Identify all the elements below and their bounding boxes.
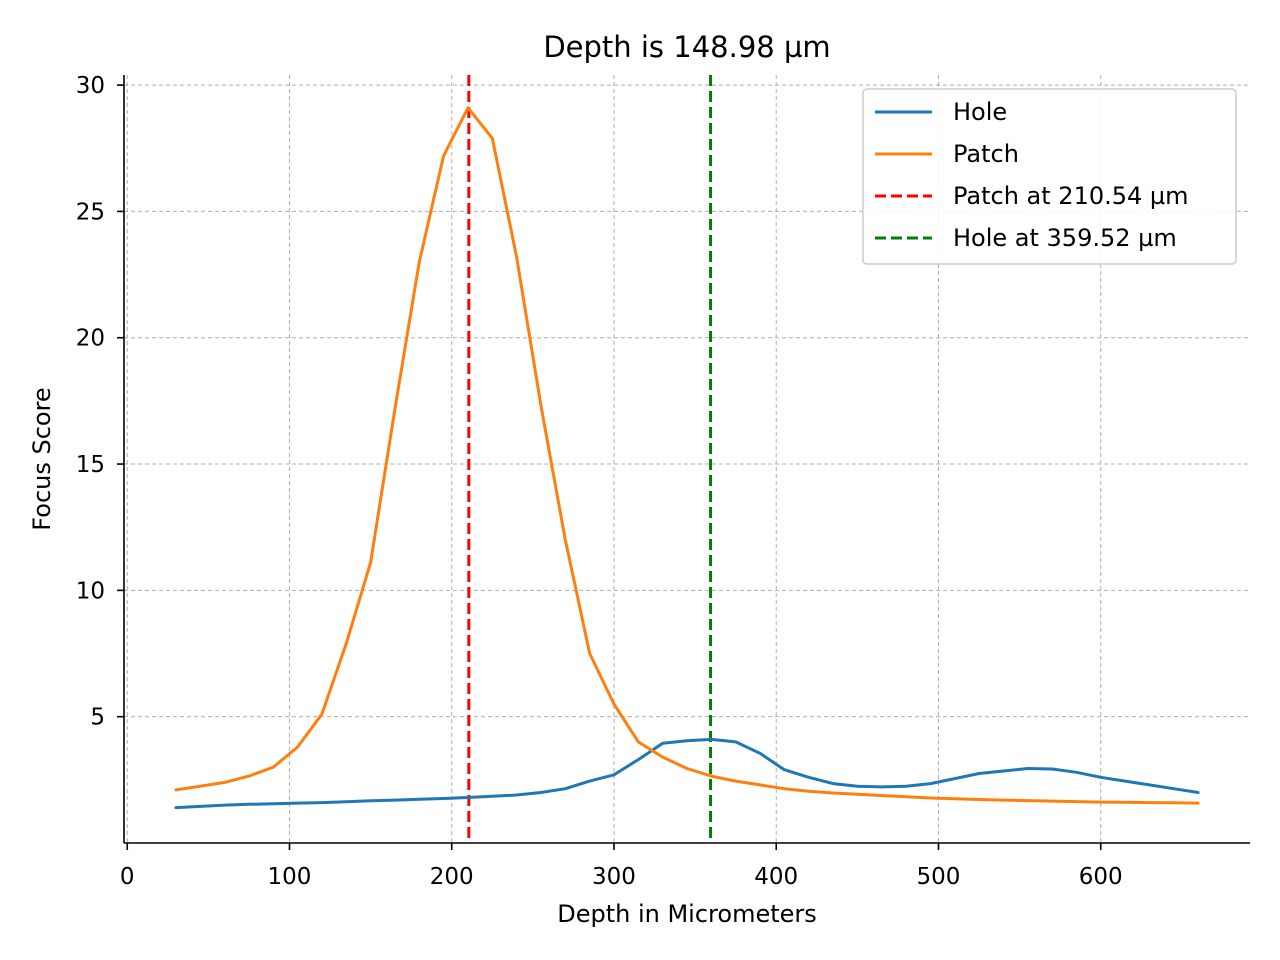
marker-lines <box>467 75 713 843</box>
series-line-patch <box>174 106 1200 805</box>
legend-label-1: Patch <box>953 140 1019 168</box>
y-tick-label-5: 30 <box>76 73 105 99</box>
x-axis-label: Depth in Micrometers <box>557 900 817 928</box>
axes <box>123 75 1250 844</box>
legend-label-0: Hole <box>953 98 1007 126</box>
series-lines <box>174 106 1200 810</box>
x-tick-label-3: 300 <box>592 864 636 890</box>
x-tick-label-6: 600 <box>1079 864 1123 890</box>
x-tick-label-0: 0 <box>120 864 135 890</box>
ticks: 0 100 200 300 400 500 600 5 10 15 20 25 30 <box>76 73 1123 890</box>
x-tick-label-5: 500 <box>917 864 961 890</box>
legend: Hole Patch Patch at 210.54 µm Hole at 359.5… <box>862 88 1237 265</box>
grid <box>124 75 1250 843</box>
x-tick-label-4: 400 <box>754 864 798 890</box>
x-tick-label-1: 100 <box>268 864 312 890</box>
y-tick-label-4: 25 <box>76 199 105 225</box>
y-tick-label-1: 10 <box>76 578 105 604</box>
y-tick-label-3: 20 <box>76 326 105 352</box>
chart-title: Depth is 148.98 µm <box>543 30 830 64</box>
legend-box <box>862 88 1237 265</box>
y-tick-label-2: 15 <box>76 452 105 478</box>
series-line-hole <box>174 737 1200 810</box>
y-tick-label-0: 5 <box>90 705 105 731</box>
x-tick-label-2: 200 <box>430 864 474 890</box>
legend-label-3: Hole at 359.52 µm <box>953 224 1177 252</box>
legend-label-2: Patch at 210.54 µm <box>953 182 1189 210</box>
y-axis-label: Focus Score <box>28 387 56 530</box>
